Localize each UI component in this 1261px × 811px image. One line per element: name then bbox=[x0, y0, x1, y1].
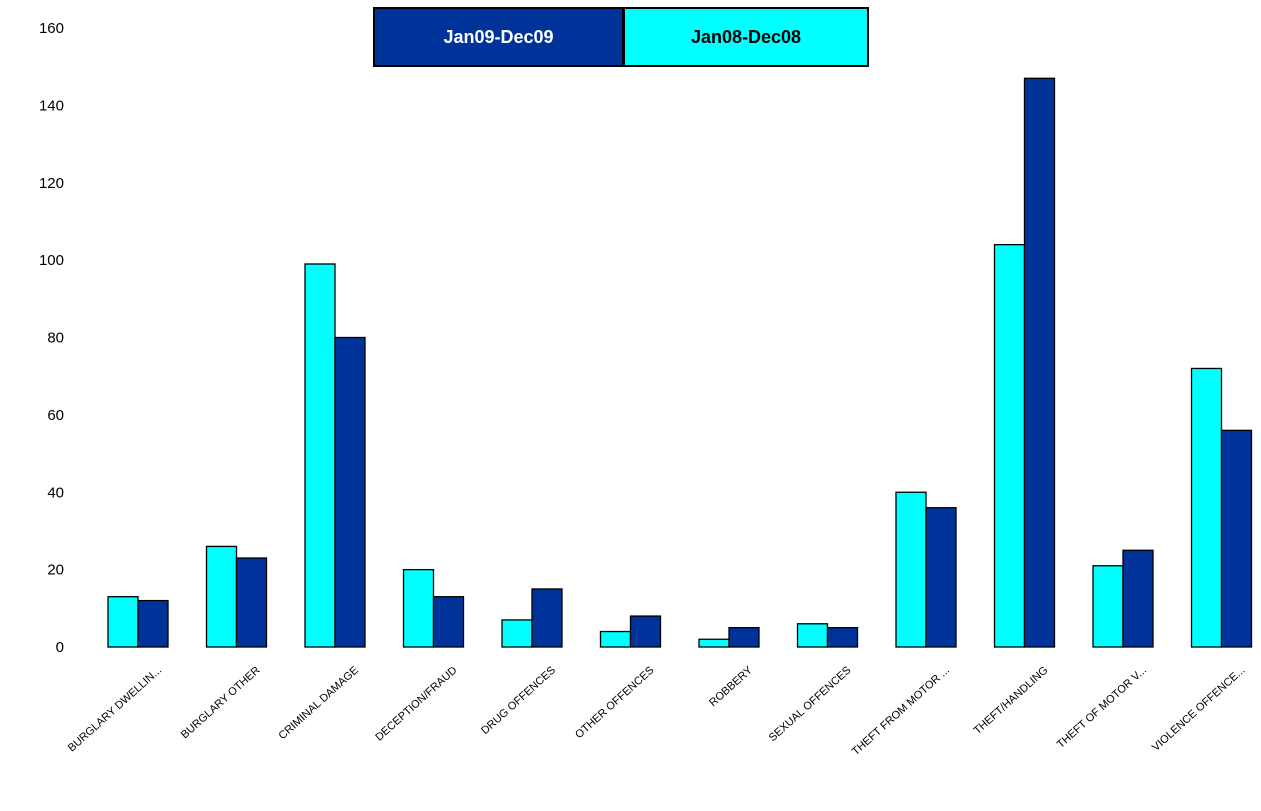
bar bbox=[698, 638, 730, 648]
x-tick-label: ROBBERY bbox=[707, 664, 755, 709]
bars bbox=[107, 77, 1253, 648]
bar bbox=[432, 596, 465, 648]
y-tick-label: 20 bbox=[47, 562, 64, 579]
bar bbox=[925, 507, 957, 648]
bar bbox=[205, 545, 238, 648]
x-tick-label: VIOLENCE OFFENCE... bbox=[1150, 664, 1248, 753]
x-tick-label: BURGLARY DWELLIN... bbox=[66, 664, 164, 754]
y-tick-label: 120 bbox=[39, 175, 64, 192]
legend-label: Jan09-Dec09 bbox=[443, 26, 554, 47]
bar bbox=[1023, 77, 1056, 648]
x-tick-label: DRUG OFFENCES bbox=[479, 664, 558, 737]
y-tick-label: 60 bbox=[47, 407, 64, 424]
legend: Jan09-Dec09 Jan08-Dec08 bbox=[373, 7, 869, 67]
bar bbox=[1190, 367, 1223, 648]
bar bbox=[796, 623, 829, 648]
bar bbox=[235, 557, 268, 648]
x-tick-label: THEFT/HANDLING bbox=[972, 664, 1051, 737]
y-tick-label: 100 bbox=[39, 252, 64, 269]
y-tick-label: 40 bbox=[47, 484, 64, 501]
x-tick-label: SEXUAL OFFENCES bbox=[767, 664, 854, 744]
bar bbox=[1220, 429, 1253, 648]
x-tick-label: THEFT FROM MOTOR ... bbox=[850, 664, 952, 758]
bar bbox=[531, 588, 563, 648]
bar bbox=[895, 491, 927, 648]
bar bbox=[728, 627, 760, 648]
y-tick-label: 80 bbox=[47, 330, 64, 347]
y-axis: 0 20 40 60 80 100 120 140 160 bbox=[39, 20, 64, 656]
bar bbox=[629, 615, 662, 648]
legend-item-jan08-dec08: Jan08-Dec08 bbox=[623, 9, 867, 65]
x-tick-label: OTHER OFFENCES bbox=[573, 664, 656, 741]
x-tick-label: BURGLARY OTHER bbox=[179, 664, 263, 741]
bar bbox=[1122, 549, 1154, 648]
x-axis-labels: BURGLARY DWELLIN... BURGLARY OTHER CRIMINA… bbox=[66, 664, 1248, 758]
bar bbox=[137, 599, 169, 648]
bar bbox=[304, 263, 336, 648]
legend-item-jan09-dec09: Jan09-Dec09 bbox=[375, 9, 623, 65]
y-tick-label: 0 bbox=[56, 639, 64, 656]
bar bbox=[402, 568, 435, 648]
x-tick-label: CRIMINAL DAMAGE bbox=[277, 664, 361, 742]
bar bbox=[107, 596, 139, 648]
x-tick-label: THEFT OF MOTOR V... bbox=[1055, 664, 1149, 750]
bar bbox=[993, 243, 1026, 648]
bar bbox=[826, 627, 859, 648]
bar bbox=[599, 630, 632, 648]
bar bbox=[1092, 565, 1124, 648]
bar bbox=[334, 336, 366, 648]
y-tick-label: 140 bbox=[39, 97, 64, 114]
bar bbox=[501, 619, 533, 648]
y-tick-label: 160 bbox=[39, 20, 64, 37]
legend-label: Jan08-Dec08 bbox=[690, 26, 802, 47]
x-tick-label: DECEPTION/FRAUD bbox=[373, 664, 459, 743]
